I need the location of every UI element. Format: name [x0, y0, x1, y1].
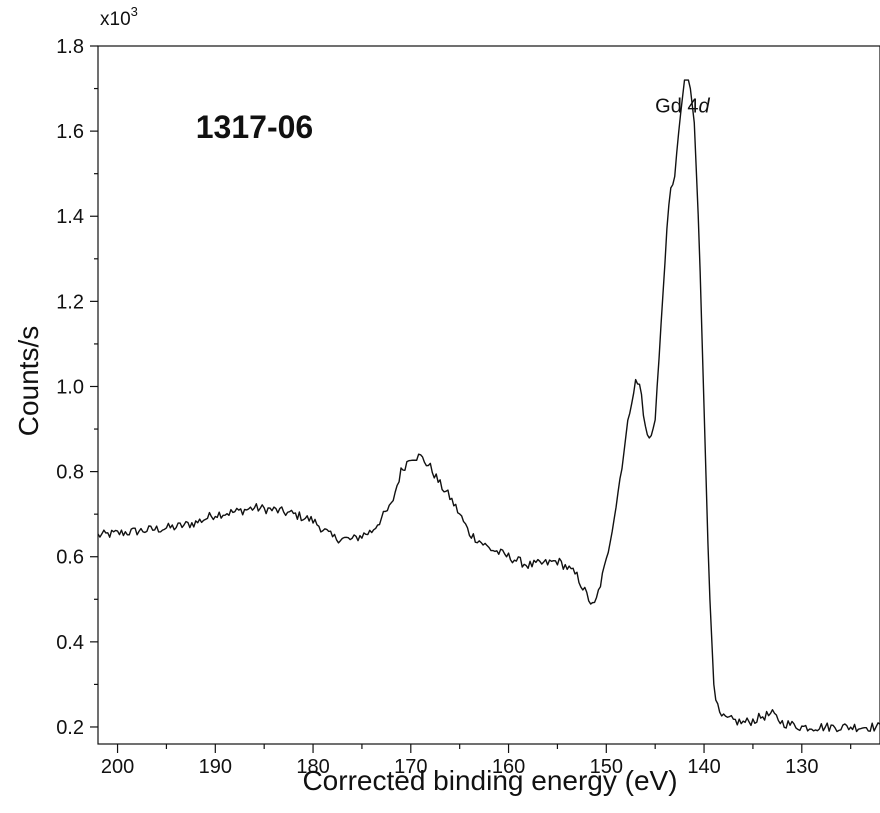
y-tick-label: 0.8: [56, 462, 84, 484]
y-axis-title: Counts/s: [13, 326, 44, 437]
sample-label: 1317-06: [196, 109, 313, 145]
spectrum-line: [97, 79, 880, 733]
x-tick-label: 190: [199, 756, 232, 778]
x-axis-title: Corrected binding energy (eV): [302, 765, 677, 796]
y-multiplier-base: x10: [100, 9, 131, 30]
peak-label-orbital-italic: d: [699, 96, 711, 118]
y-tick-label: 0.4: [56, 632, 84, 654]
tick-labels-layer: 200 190 180 170 160 150 140 130 0.2 0.4 0.6 0.8 1.0 1…: [56, 36, 818, 778]
peak-label: Gd 4d: [655, 96, 710, 118]
y-tick-label: 1.2: [56, 291, 84, 313]
x-tick-label: 140: [687, 756, 720, 778]
y-tick-label: 1.6: [56, 121, 84, 143]
ticks-layer: [90, 45, 852, 753]
y-axis-multiplier: x103: [100, 4, 138, 30]
y-tick-label: 0.6: [56, 547, 84, 569]
x-tick-label: 170: [394, 756, 427, 778]
x-tick-label: 200: [101, 756, 134, 778]
x-tick-label: 180: [296, 756, 329, 778]
y-tick-label: 0.2: [56, 717, 84, 739]
y-multiplier-exponent: 3: [131, 4, 138, 19]
y-tick-label: 1.0: [56, 376, 84, 398]
plot-frame: [97, 45, 880, 745]
x-tick-label: 130: [785, 756, 818, 778]
peak-label-element: Gd 4: [655, 96, 698, 118]
y-tick-label: 1.8: [56, 36, 84, 58]
x-tick-label: 150: [590, 756, 623, 778]
y-tick-label: 1.4: [56, 206, 84, 228]
x-tick-label: 160: [492, 756, 525, 778]
